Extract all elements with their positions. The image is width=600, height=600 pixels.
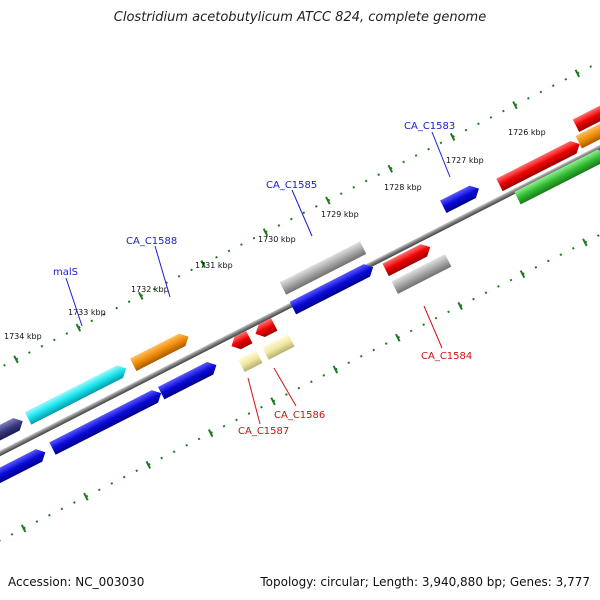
kbp-label: 1726 kbp — [508, 128, 546, 137]
gene-arrow-navy[interactable] — [0, 415, 26, 463]
map-title: Clostridium acetobutylicum ATCC 824, com… — [113, 10, 487, 25]
gene-labels: CA_C1583 CA_C1585 CA_C1588 malS CA_C1584… — [53, 121, 472, 437]
leader-line-ca-c1586 — [273, 367, 297, 407]
leader-line-mals — [65, 277, 83, 327]
ruler-major-tick — [512, 101, 518, 110]
gene-arrow-ca-c1585-gray[interactable] — [279, 241, 367, 295]
gene-arrow-orange-right[interactable] — [575, 118, 600, 149]
gene-label-ca-c1585[interactable]: CA_C1585 — [266, 180, 317, 191]
leader-line-ca-c1587 — [247, 377, 261, 425]
gene-label-ca-c1584[interactable]: CA_C1584 — [421, 351, 472, 362]
kbp-label: 1732 kbp — [131, 285, 169, 294]
genes-layer — [0, 99, 600, 491]
ruler-major-tick — [582, 238, 588, 247]
forward-tick-dotted-line — [0, 40, 600, 424]
gene-arrow-ca-c1584[interactable] — [382, 241, 433, 277]
gene-arrow-ca-c1586[interactable] — [252, 318, 278, 340]
gene-arrow-blue-inner-2[interactable] — [49, 387, 164, 455]
ruler-major-tick — [83, 492, 89, 501]
ruler-major-tick — [387, 164, 393, 173]
gene-box-gray-2[interactable] — [391, 254, 452, 294]
kbp-label: 1734 kbp — [4, 332, 42, 341]
kbp-label: 1731 kbp — [195, 261, 233, 270]
gene-label-mals[interactable]: malS — [53, 267, 78, 278]
ruler-major-tick — [262, 228, 269, 237]
gene-label-ca-c1587[interactable]: CA_C1587 — [238, 426, 289, 437]
leader-line-ca-c1583 — [431, 131, 451, 178]
ruler-major-tick — [13, 355, 19, 364]
ruler-major-tick — [325, 196, 331, 205]
gene-arrow-ca-c1583[interactable] — [440, 182, 482, 214]
kbp-label: 1729 kbp — [321, 210, 359, 219]
gene-label-ca-c1586[interactable]: CA_C1586 — [274, 410, 325, 421]
genome-strip — [0, 40, 600, 562]
ruler-major-tick — [519, 270, 526, 279]
leader-line-ca-c1585 — [291, 189, 313, 237]
major-ticks — [13, 69, 588, 533]
kbp-labels: 1726 kbp 1727 kbp 1728 kbp 1729 kbp 1730… — [4, 128, 546, 341]
gene-arrow-blue-inner-3[interactable] — [157, 359, 220, 400]
kbp-label: 1728 kbp — [384, 183, 422, 192]
kbp-label: 1733 kbp — [68, 308, 106, 317]
footer-summary: Topology: circular; Length: 3,940,880 bp… — [260, 575, 590, 589]
leader-line-ca-c1588 — [154, 245, 171, 298]
ruler-major-tick — [20, 524, 27, 533]
gene-label-ca-c1588[interactable]: CA_C1588 — [126, 236, 177, 247]
gene-arrow-red-far[interactable] — [572, 99, 600, 132]
kbp-label: 1730 kbp — [258, 235, 296, 244]
ruler-major-tick — [395, 333, 401, 342]
footer-accession: Accession: NC_003030 — [8, 575, 145, 589]
reverse-tick-dotted-line — [0, 177, 600, 562]
kbp-label: 1727 kbp — [446, 156, 484, 165]
gene-arrow-ca-c1585[interactable] — [289, 261, 377, 315]
gene-label-ca-c1583[interactable]: CA_C1583 — [404, 121, 455, 132]
ruler-major-tick — [138, 291, 144, 300]
ruler-major-tick — [207, 429, 214, 438]
gene-arrow-mals[interactable] — [24, 362, 129, 425]
ruler-major-tick — [457, 301, 463, 310]
ruler-major-tick — [270, 397, 276, 406]
gene-leader-lines — [65, 131, 451, 425]
ruler-major-tick — [200, 260, 206, 269]
ruler-major-tick — [449, 132, 456, 141]
gene-arrow-blue-inner-1[interactable] — [0, 446, 49, 491]
ruler-major-tick — [75, 323, 82, 332]
ruler-major-tick — [145, 460, 152, 469]
gene-arrow-red-right[interactable] — [496, 138, 583, 192]
ruler-major-tick — [574, 69, 581, 78]
gene-arrow-ca-c1588[interactable] — [130, 330, 192, 372]
gene-arrow-green[interactable] — [514, 147, 600, 205]
gene-box-yellow-2[interactable] — [262, 334, 295, 360]
gene-arrow-ca-c1587[interactable] — [228, 330, 253, 353]
leader-line-ca-c1584 — [423, 305, 443, 349]
gene-box-yellow-1[interactable] — [238, 350, 263, 372]
ruler-major-tick — [332, 365, 339, 374]
